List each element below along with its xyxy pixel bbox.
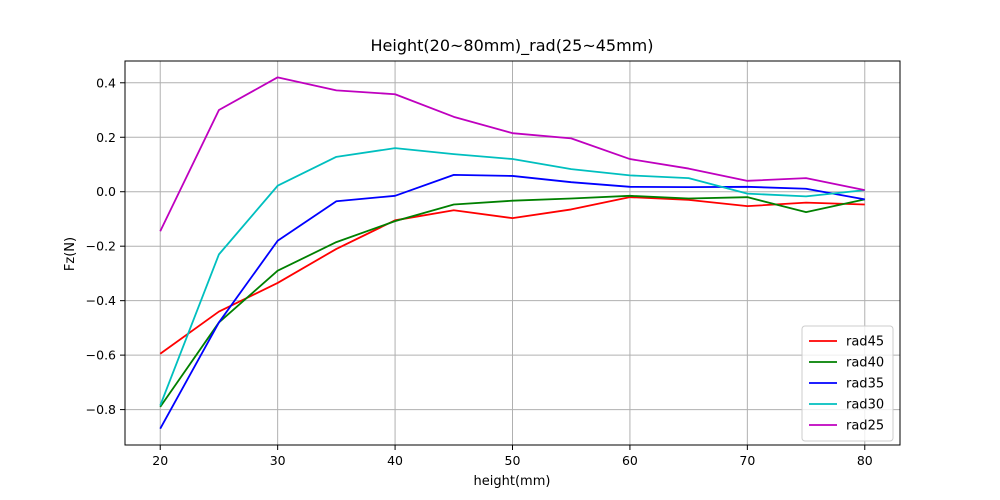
legend-label: rad45 xyxy=(846,335,884,350)
legend-item-rad30: rad30 xyxy=(809,398,884,413)
series-line-rad40 xyxy=(159,194,865,408)
x-tick-label: 30 xyxy=(270,453,286,468)
series-lines xyxy=(159,76,865,430)
legend-label: rad35 xyxy=(846,377,884,392)
axis-ticks: 20 30 40 50 60 70 80 −0.8 −0.6 −0.4 −0.2 0.0 0.2 0.4 xyxy=(86,75,873,468)
y-axis-label: Fz(N) xyxy=(63,237,78,271)
x-tick-label: 70 xyxy=(739,453,755,468)
legend-box xyxy=(801,325,894,442)
legend-item-rad25: rad25 xyxy=(809,419,884,434)
legend-label: rad30 xyxy=(846,398,884,413)
series-line-rad45 xyxy=(159,196,865,355)
series-line-rad35 xyxy=(159,173,865,430)
legend: rad45 rad40 rad35 rad30 rad25 xyxy=(801,325,894,442)
legend-item-rad35: rad35 xyxy=(809,377,884,392)
x-tick-label: 40 xyxy=(387,453,403,468)
legend-item-rad40: rad40 xyxy=(809,356,884,371)
grid xyxy=(125,61,900,445)
y-tick-label: 0.0 xyxy=(96,184,116,199)
series-line-rad25 xyxy=(159,76,865,232)
x-axis-label: height(mm) xyxy=(474,474,551,489)
y-tick-label: 0.4 xyxy=(96,75,116,90)
y-tick-label: −0.2 xyxy=(86,239,116,254)
x-tick-label: 60 xyxy=(622,453,638,468)
y-tick-label: −0.8 xyxy=(86,402,116,417)
y-tick-label: 0.2 xyxy=(96,130,116,145)
legend-label: rad25 xyxy=(846,419,884,434)
series-line-rad30 xyxy=(159,147,865,406)
x-tick-label: 20 xyxy=(152,453,168,468)
legend-label: rad40 xyxy=(846,356,884,371)
legend-item-rad45: rad45 xyxy=(809,335,884,350)
x-tick-label: 80 xyxy=(857,453,873,468)
y-tick-label: −0.6 xyxy=(86,348,116,363)
chart-title: Height(20~80mm)_rad(25~45mm) xyxy=(371,36,654,56)
y-tick-label: −0.4 xyxy=(86,293,116,308)
x-tick-label: 50 xyxy=(505,453,521,468)
